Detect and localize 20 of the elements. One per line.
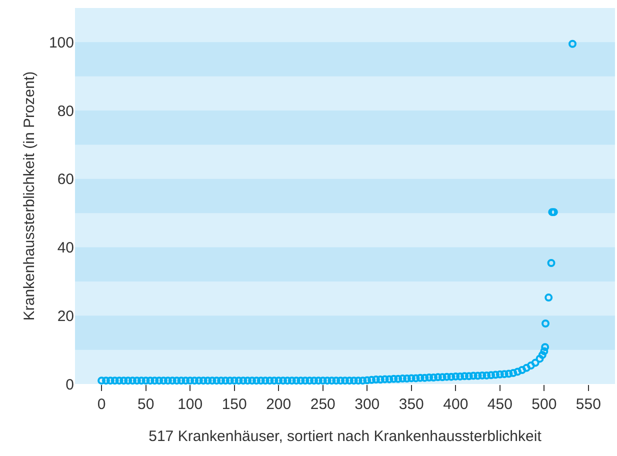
y-tick-label: 100 — [48, 34, 74, 52]
x-tick-label: 550 — [576, 396, 601, 413]
x-tick-label: 500 — [532, 396, 557, 413]
x-tick-label: 400 — [443, 396, 468, 413]
x-tick-label: 350 — [398, 396, 424, 413]
y-tick-label: 80 — [57, 102, 74, 120]
x-tick-label: 200 — [266, 396, 292, 413]
y-tick-label: 60 — [57, 171, 74, 188]
x-tick-label: 300 — [354, 396, 380, 413]
y-tick-label: 0 — [66, 376, 74, 394]
x-axis-title: 517 Krankenhäuser, sortiert nach Krankenhaussterblichkeit — [148, 428, 542, 445]
x-tick-label: 100 — [178, 396, 203, 413]
x-tick-label: 250 — [310, 396, 336, 413]
y-tick-label: 20 — [57, 308, 74, 325]
x-tick-label: 450 — [487, 396, 512, 413]
x-tick-label: 0 — [97, 396, 106, 413]
y-tick-label: 40 — [57, 240, 74, 257]
x-tick-label: 150 — [222, 396, 247, 413]
y-axis-title: Krankenhaussterblichkeit (in Prozent) — [21, 71, 38, 321]
x-tick-label: 50 — [137, 396, 154, 413]
